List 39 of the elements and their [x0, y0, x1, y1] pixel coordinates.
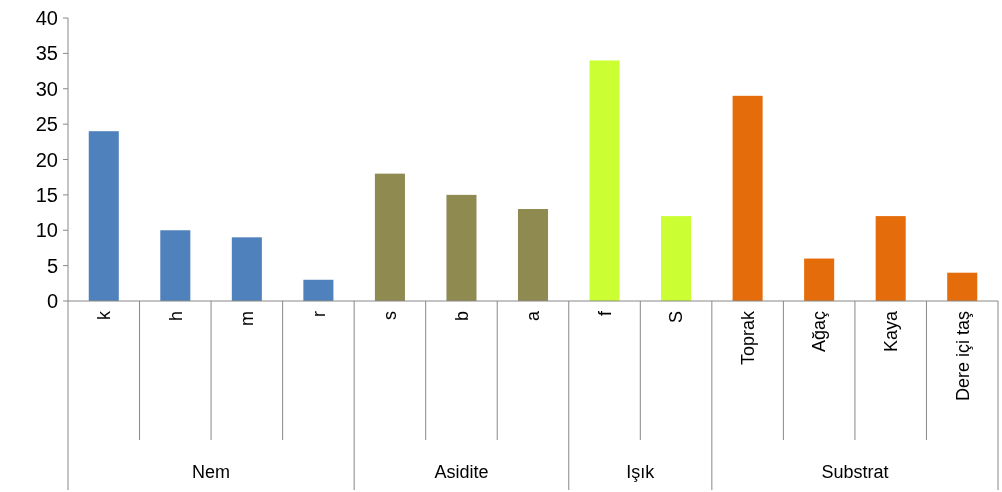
y-tick-label: 35 — [35, 42, 58, 65]
y-tick-label: 0 — [46, 290, 58, 312]
text: Işık — [626, 462, 656, 482]
bar — [589, 60, 620, 301]
x-tick-label: k — [94, 310, 115, 320]
x-tick-label: b — [451, 311, 472, 322]
bar — [661, 216, 692, 301]
x-tick-label: s — [380, 311, 401, 320]
x-tick-label: Dere içi taş — [952, 311, 973, 402]
bar — [160, 230, 191, 301]
x-tick-label: m — [237, 311, 258, 326]
y-tick-label: 25 — [35, 113, 58, 136]
x-tick-label: h — [165, 311, 186, 322]
y-tick-label: 15 — [35, 183, 58, 206]
bar — [875, 216, 906, 301]
bar — [231, 237, 262, 301]
y-tick-label: 30 — [35, 77, 58, 100]
bar — [732, 95, 763, 301]
x-tick-label: Toprak — [737, 310, 758, 366]
x-tick-label: a — [523, 310, 544, 322]
bar — [517, 209, 549, 301]
bar — [303, 279, 334, 301]
x-tick-label: f — [594, 310, 615, 317]
y-tick-label: 10 — [35, 219, 58, 242]
x-tick-label: Kaya — [880, 310, 901, 353]
y-tick-label: 20 — [35, 148, 58, 171]
x-tick-label: S — [666, 311, 687, 324]
text: Substrat — [821, 462, 889, 482]
bar — [374, 173, 405, 301]
y-tick-label: 5 — [46, 254, 58, 277]
x-tick-label: Ağaç — [809, 311, 830, 353]
bar — [446, 194, 477, 301]
x-tick-label: r — [308, 311, 329, 317]
text: Asidite — [434, 462, 489, 482]
bar — [88, 131, 119, 301]
bar — [947, 272, 978, 301]
bar — [804, 258, 835, 301]
y-tick-label: 40 — [35, 7, 58, 29]
text: Nem — [192, 462, 231, 482]
